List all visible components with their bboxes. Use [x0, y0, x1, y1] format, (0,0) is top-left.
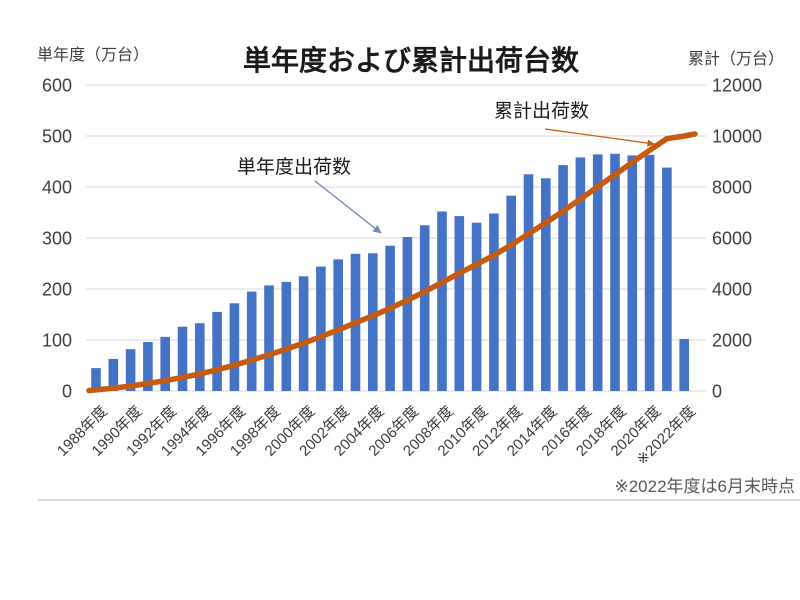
- cumulative-line-layer: [86, 131, 698, 394]
- annual-annotation-arrow: [314, 180, 382, 234]
- bar-2014: [541, 178, 551, 391]
- bar-1995: [212, 311, 222, 391]
- bar-2016: [575, 157, 586, 391]
- right-tick-8000: 8000: [712, 178, 752, 198]
- bar-2012: [506, 195, 516, 391]
- x-axis-labels-layer: 1988年度1990年度1992年度1994年度1996年度1998年度2000…: [54, 403, 699, 469]
- annotation-annual-label: 単年度出荷数: [237, 156, 351, 178]
- bar-1999: [281, 281, 292, 391]
- left-axis-title: 単年度（万台）: [37, 46, 149, 64]
- right-tick-6000: 6000: [712, 229, 752, 249]
- left-tick-400: 400: [42, 178, 72, 198]
- bar-2008: [437, 211, 447, 391]
- right-tick-0: 0: [712, 382, 722, 402]
- bar-1988: [91, 368, 101, 391]
- bar-2019: [627, 155, 638, 391]
- bar-2021: [662, 167, 672, 391]
- bar-1991: [143, 342, 153, 391]
- bar-2004: [368, 253, 378, 391]
- bar-1998: [264, 285, 274, 391]
- cumulative-annotation-arrow: [544, 128, 655, 147]
- left-tick-600: 600: [42, 76, 72, 96]
- bar-1990: [125, 349, 136, 391]
- left-tick-500: 500: [42, 127, 72, 147]
- right-axis-ticks-layer: 0 2000 4000 6000 8000 10000 12000: [712, 76, 762, 402]
- bar-2022: [679, 339, 689, 391]
- left-tick-100: 100: [42, 331, 72, 351]
- bar-2018: [610, 153, 620, 391]
- bar-1993: [177, 326, 188, 391]
- left-axis-ticks-layer: 0 100 200 300 400 500 600: [42, 76, 72, 402]
- right-tick-4000: 4000: [712, 280, 752, 300]
- bar-1992: [160, 336, 170, 391]
- left-tick-300: 300: [42, 229, 72, 249]
- bar-1996: [229, 303, 240, 391]
- footnote: ※2022年度は6月末時点: [614, 477, 795, 496]
- bar-2015: [558, 165, 568, 391]
- right-tick-2000: 2000: [712, 331, 752, 351]
- bar-2002: [333, 259, 343, 391]
- annual-bars-layer: [91, 153, 689, 392]
- bar-2006: [402, 237, 413, 391]
- bar-2010: [471, 222, 482, 391]
- annotation-cumulative-label: 累計出荷数: [494, 100, 589, 122]
- bar-2007: [419, 225, 430, 392]
- bar-1997: [246, 291, 257, 391]
- bar-2009: [454, 216, 465, 391]
- cumulative-line: [86, 131, 698, 394]
- bar-2017: [592, 154, 603, 391]
- bar-1989: [108, 358, 119, 391]
- chart-title: 単年度および累計出荷台数: [243, 44, 580, 76]
- bar-1994: [195, 323, 205, 391]
- right-tick-12000: 12000: [712, 76, 762, 96]
- bar-2020: [644, 154, 655, 391]
- left-tick-0: 0: [62, 382, 72, 402]
- bar-2013: [523, 174, 534, 392]
- right-axis-title: 累計（万台）: [688, 50, 784, 68]
- bar-2001: [316, 266, 326, 391]
- gridlines-layer: [86, 84, 706, 392]
- left-tick-200: 200: [42, 280, 72, 300]
- bar-2011: [489, 213, 499, 391]
- bar-2000: [298, 276, 309, 392]
- bar-2005: [385, 245, 395, 391]
- right-tick-10000: 10000: [712, 127, 762, 147]
